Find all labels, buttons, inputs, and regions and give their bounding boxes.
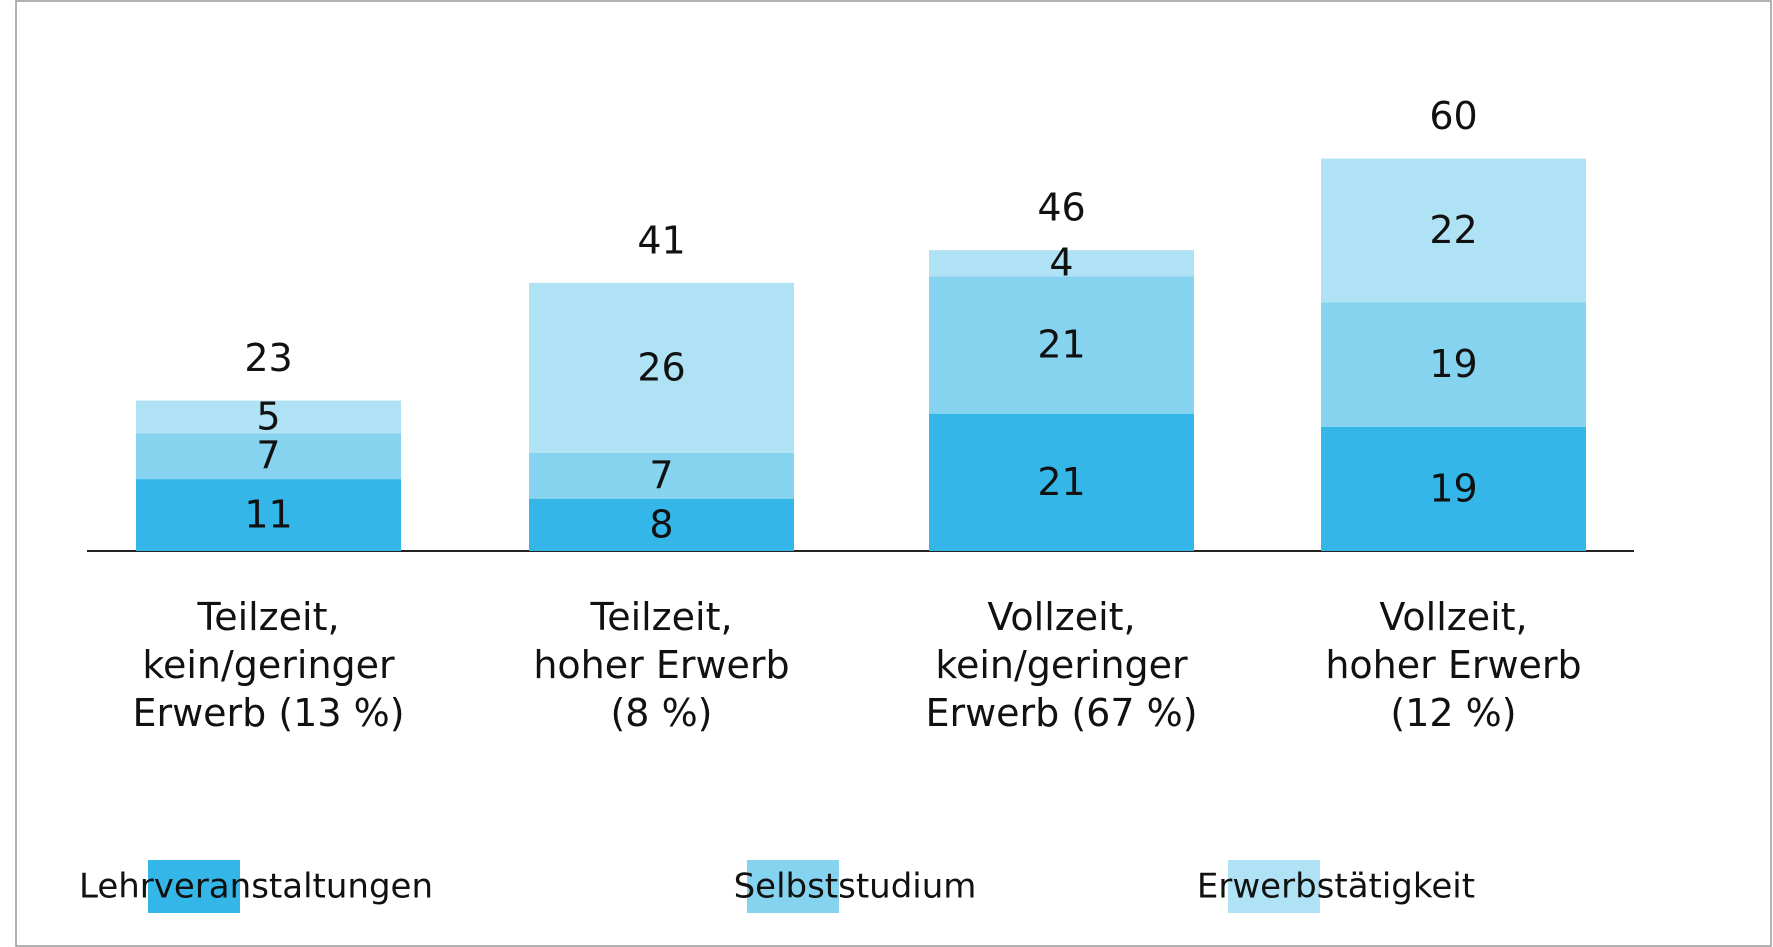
segment-label: 21 <box>1037 322 1085 366</box>
bar-segment <box>1321 302 1586 427</box>
legend-label: Selbststudium <box>734 867 977 907</box>
bar-segment <box>136 433 401 480</box>
segment-label: 5 <box>256 394 280 438</box>
category-line: Erwerb (67 %) <box>925 691 1197 735</box>
segment-label: 4 <box>1049 241 1073 285</box>
legend-swatch <box>747 860 839 913</box>
category-line: Teilzeit, <box>196 595 339 639</box>
legend-label: Erwerbstätigkeit <box>1197 867 1475 907</box>
bar-segment <box>1321 426 1586 551</box>
legend-label: Lehrveranstaltungen <box>79 867 433 907</box>
category-label: Teilzeit, kein/geringer Erwerb (13 %) <box>132 595 404 735</box>
segment-label: 19 <box>1429 466 1477 510</box>
category-line: Vollzeit, <box>1379 595 1527 639</box>
bar-segment <box>136 400 401 434</box>
segment-label: 19 <box>1429 342 1477 386</box>
bar-segment <box>529 498 794 551</box>
frame <box>15 0 1772 947</box>
category-line: Vollzeit, <box>987 595 1135 639</box>
total-label: 46 <box>1037 186 1085 230</box>
bar-segment <box>136 479 401 551</box>
segment-label: 11 <box>244 493 292 537</box>
category-label: Vollzeit, hoher Erwerb (12 %) <box>1325 595 1581 735</box>
category-line: hoher Erwerb <box>533 643 789 687</box>
bar-segment <box>929 276 1194 414</box>
segment-label: 7 <box>256 434 280 478</box>
category-line: kein/geringer <box>142 643 395 687</box>
category-line: (12 %) <box>1390 691 1516 735</box>
category-line: hoher Erwerb <box>1325 643 1581 687</box>
bar-segment <box>929 413 1194 551</box>
segment-label: 7 <box>649 453 673 497</box>
category-label: Teilzeit, hoher Erwerb (8 %) <box>533 595 789 735</box>
category-line: Teilzeit, <box>589 595 732 639</box>
total-label: 41 <box>637 218 685 262</box>
total-label: 23 <box>244 336 292 380</box>
bar-segment <box>529 282 794 453</box>
category-line: Erwerb (13 %) <box>132 691 404 735</box>
category-line: kein/geringer <box>935 643 1188 687</box>
bar-segment <box>929 250 1194 277</box>
bar-segment <box>529 452 794 499</box>
segment-label: 22 <box>1429 208 1477 252</box>
bar-segment <box>1321 158 1586 303</box>
legend-swatch <box>1228 860 1320 913</box>
legend-swatch <box>148 860 240 913</box>
segment-label: 21 <box>1037 460 1085 504</box>
segment-label: 8 <box>649 502 673 546</box>
category-label: Vollzeit, kein/geringer Erwerb (67 %) <box>925 595 1197 735</box>
total-label: 60 <box>1429 94 1477 138</box>
category-line: (8 %) <box>610 691 712 735</box>
segment-label: 26 <box>637 345 685 389</box>
